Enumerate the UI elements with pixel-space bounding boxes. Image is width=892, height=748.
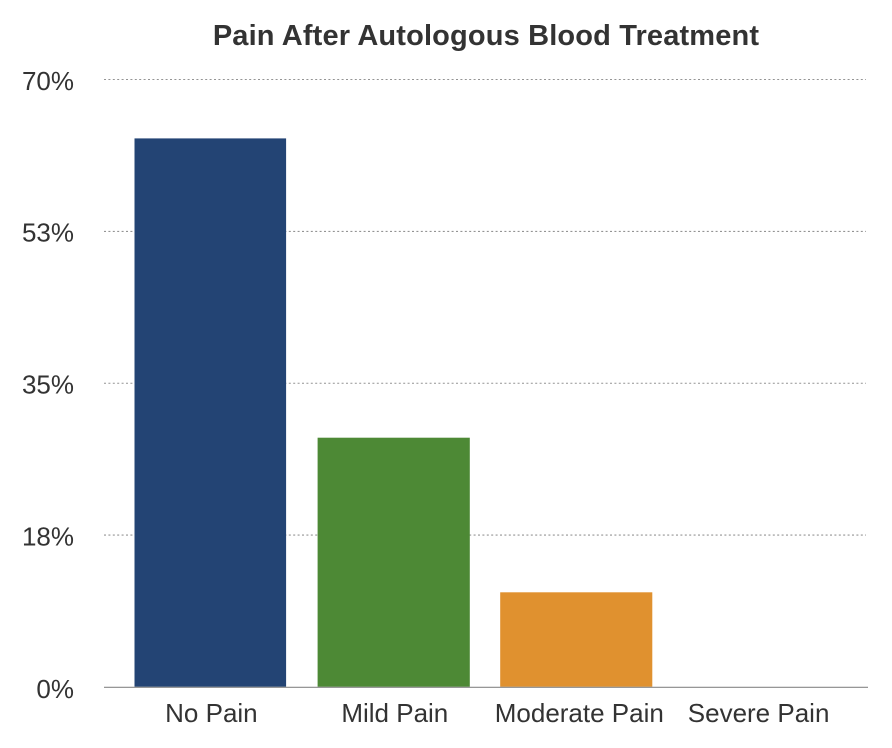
svg-text:18%: 18% — [22, 521, 74, 551]
svg-text:53%: 53% — [22, 218, 74, 248]
svg-text:Severe Pain: Severe Pain — [688, 698, 830, 728]
svg-text:Moderate Pain: Moderate Pain — [495, 698, 664, 728]
svg-text:35%: 35% — [22, 370, 74, 400]
svg-text:Mild Pain: Mild Pain — [341, 698, 448, 728]
svg-text:No Pain: No Pain — [165, 698, 258, 728]
svg-text:0%: 0% — [36, 674, 74, 704]
svg-text:70%: 70% — [22, 66, 74, 96]
svg-text:Pain After Autologous Blood Tr: Pain After Autologous Blood Treatment — [213, 20, 760, 52]
